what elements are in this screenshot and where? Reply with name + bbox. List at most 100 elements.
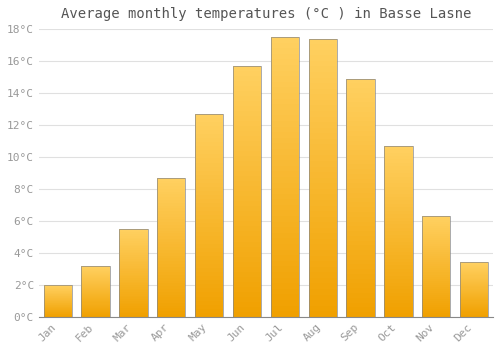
Bar (233, 121, 261, 126)
Bar (119, 257, 148, 259)
Bar (157, 211, 186, 214)
Bar (308, 178, 337, 183)
Bar (119, 267, 148, 270)
Bar (157, 303, 186, 306)
Bar (119, 310, 148, 312)
Bar (270, 311, 299, 317)
Bar (119, 234, 148, 236)
Bar (346, 212, 375, 217)
Bar (460, 288, 488, 290)
Bar (119, 241, 148, 243)
Bar (422, 250, 450, 252)
Bar (308, 217, 337, 222)
Bar (195, 130, 224, 134)
Bar (460, 313, 488, 314)
Bar (308, 50, 337, 55)
Bar (422, 293, 450, 295)
Bar (460, 299, 488, 301)
Bar (346, 264, 375, 269)
Bar (460, 268, 488, 269)
Bar (460, 290, 488, 291)
Bar (384, 201, 412, 204)
Bar (422, 273, 450, 274)
Bar (422, 222, 450, 224)
Bar (270, 222, 299, 227)
Bar (308, 289, 337, 295)
Bar (270, 54, 299, 60)
Bar (384, 163, 412, 166)
Bar (460, 305, 488, 306)
Bar (157, 247, 186, 250)
Bar (195, 228, 224, 232)
Bar (422, 242, 450, 244)
Bar (119, 306, 148, 308)
Bar (460, 262, 488, 264)
Bar (384, 160, 412, 163)
Bar (460, 265, 488, 266)
Bar (384, 266, 412, 269)
Bar (422, 254, 450, 257)
Bar (346, 288, 375, 293)
Bar (460, 314, 488, 315)
Bar (270, 182, 299, 188)
Bar (119, 229, 148, 317)
Bar (233, 176, 261, 181)
Bar (119, 231, 148, 232)
Bar (384, 221, 412, 224)
Bar (233, 276, 261, 282)
Bar (195, 134, 224, 138)
Bar (233, 267, 261, 272)
Bar (422, 299, 450, 301)
Bar (119, 248, 148, 250)
Bar (460, 281, 488, 282)
Bar (384, 276, 412, 279)
Bar (44, 299, 72, 300)
Bar (270, 99, 299, 104)
Bar (44, 300, 72, 301)
Bar (308, 55, 337, 61)
Bar (195, 252, 224, 256)
Bar (460, 280, 488, 281)
Bar (157, 203, 186, 205)
Bar (308, 144, 337, 150)
Bar (384, 190, 412, 194)
Bar (44, 295, 72, 296)
Bar (195, 240, 224, 244)
Bar (346, 126, 375, 131)
Bar (384, 303, 412, 307)
Bar (157, 205, 186, 208)
Bar (346, 169, 375, 174)
Bar (308, 278, 337, 284)
Bar (157, 314, 186, 317)
Bar (270, 93, 299, 99)
Bar (233, 106, 261, 111)
Bar (422, 244, 450, 246)
Bar (346, 312, 375, 317)
Bar (82, 308, 110, 309)
Bar (233, 136, 261, 141)
Bar (157, 178, 186, 181)
Bar (308, 111, 337, 117)
Bar (308, 66, 337, 72)
Bar (119, 284, 148, 285)
Bar (422, 271, 450, 273)
Bar (195, 162, 224, 167)
Bar (82, 311, 110, 312)
Bar (308, 194, 337, 200)
Bar (346, 136, 375, 141)
Bar (157, 275, 186, 278)
Bar (119, 294, 148, 296)
Bar (44, 307, 72, 308)
Bar (384, 146, 412, 149)
Bar (195, 187, 224, 191)
Bar (270, 71, 299, 76)
Bar (195, 284, 224, 288)
Bar (195, 138, 224, 142)
Bar (82, 270, 110, 271)
Bar (119, 315, 148, 317)
Bar (195, 272, 224, 276)
Bar (460, 266, 488, 267)
Bar (384, 146, 412, 317)
Bar (82, 281, 110, 282)
Bar (460, 301, 488, 302)
